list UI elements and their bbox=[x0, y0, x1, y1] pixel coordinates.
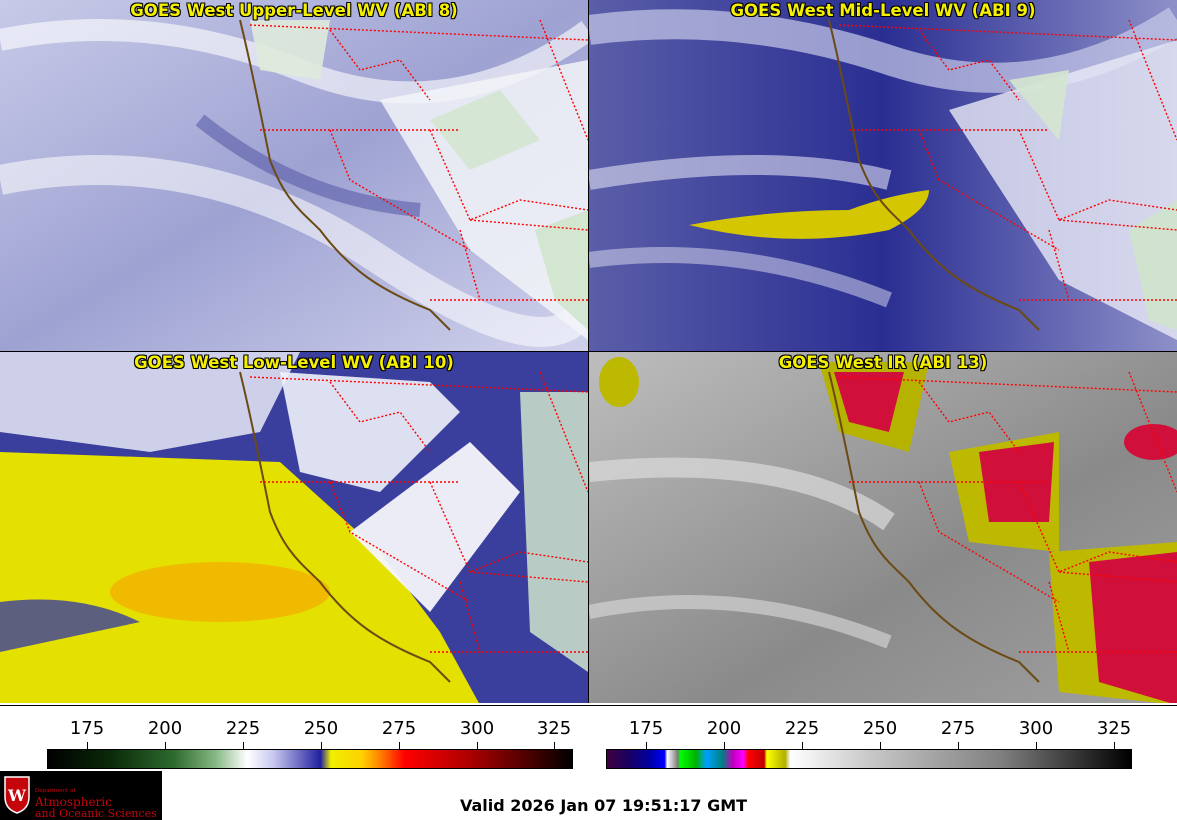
panel-ir: GOES West IR (ABI 13) bbox=[589, 352, 1177, 703]
tick-label: 300 bbox=[1018, 718, 1054, 739]
shield-letter: W bbox=[7, 786, 27, 805]
logo-line-2: Atmospheric bbox=[35, 795, 112, 809]
tick-label: 225 bbox=[784, 718, 820, 739]
tick-label: 175 bbox=[628, 718, 664, 739]
tick-mark bbox=[321, 742, 322, 749]
tick-mark bbox=[802, 742, 803, 749]
tick-mark bbox=[87, 742, 88, 749]
panel-bottom-border bbox=[0, 705, 1177, 706]
logo-line-1: Department of bbox=[35, 788, 76, 794]
uw-shield-icon: W bbox=[4, 776, 30, 814]
panel-low-level-wv: GOES West Low-Level WV (ABI 10) bbox=[0, 352, 589, 703]
logo-line-3: and Oceanic Sciences bbox=[35, 807, 157, 820]
tick-label: 325 bbox=[536, 718, 572, 739]
tick-label: 275 bbox=[940, 718, 976, 739]
panel-title: GOES West Low-Level WV (ABI 10) bbox=[134, 353, 454, 372]
tick-mark bbox=[165, 742, 166, 749]
panel-mid-level-wv: GOES West Mid-Level WV (ABI 9) bbox=[589, 0, 1177, 352]
upper-level-wv-image bbox=[0, 0, 588, 351]
tick-label: 200 bbox=[147, 718, 183, 739]
tick-mark bbox=[1036, 742, 1037, 749]
tick-label: 275 bbox=[381, 718, 417, 739]
colorbar-ir bbox=[606, 749, 1132, 769]
tick-mark bbox=[243, 742, 244, 749]
aos-logo: W Department of Atmospheric and Oceanic … bbox=[0, 771, 162, 820]
tick-label: 175 bbox=[69, 718, 105, 739]
panel-title: GOES West Upper-Level WV (ABI 8) bbox=[130, 1, 458, 20]
ir-image bbox=[589, 352, 1177, 703]
tick-label: 200 bbox=[706, 718, 742, 739]
tick-mark bbox=[724, 742, 725, 749]
tick-mark bbox=[399, 742, 400, 749]
tick-label: 250 bbox=[862, 718, 898, 739]
tick-mark bbox=[646, 742, 647, 749]
mid-level-wv-image bbox=[589, 0, 1177, 351]
panel-title: GOES West Mid-Level WV (ABI 9) bbox=[730, 1, 1036, 20]
tick-mark bbox=[958, 742, 959, 749]
colorbar-wv bbox=[47, 749, 573, 769]
panel-title: GOES West IR (ABI 13) bbox=[778, 353, 988, 372]
tick-label: 250 bbox=[303, 718, 339, 739]
tick-label: 225 bbox=[225, 718, 261, 739]
tick-mark bbox=[880, 742, 881, 749]
valid-time: Valid 2026 Jan 07 19:51:17 GMT bbox=[459, 796, 748, 815]
tick-label: 325 bbox=[1096, 718, 1132, 739]
low-level-wv-image bbox=[0, 352, 588, 703]
panel-upper-level-wv: GOES West Upper-Level WV (ABI 8) bbox=[0, 0, 589, 352]
tick-mark bbox=[1114, 742, 1115, 749]
tick-mark bbox=[554, 742, 555, 749]
tick-mark bbox=[477, 742, 478, 749]
tick-label: 300 bbox=[459, 718, 495, 739]
